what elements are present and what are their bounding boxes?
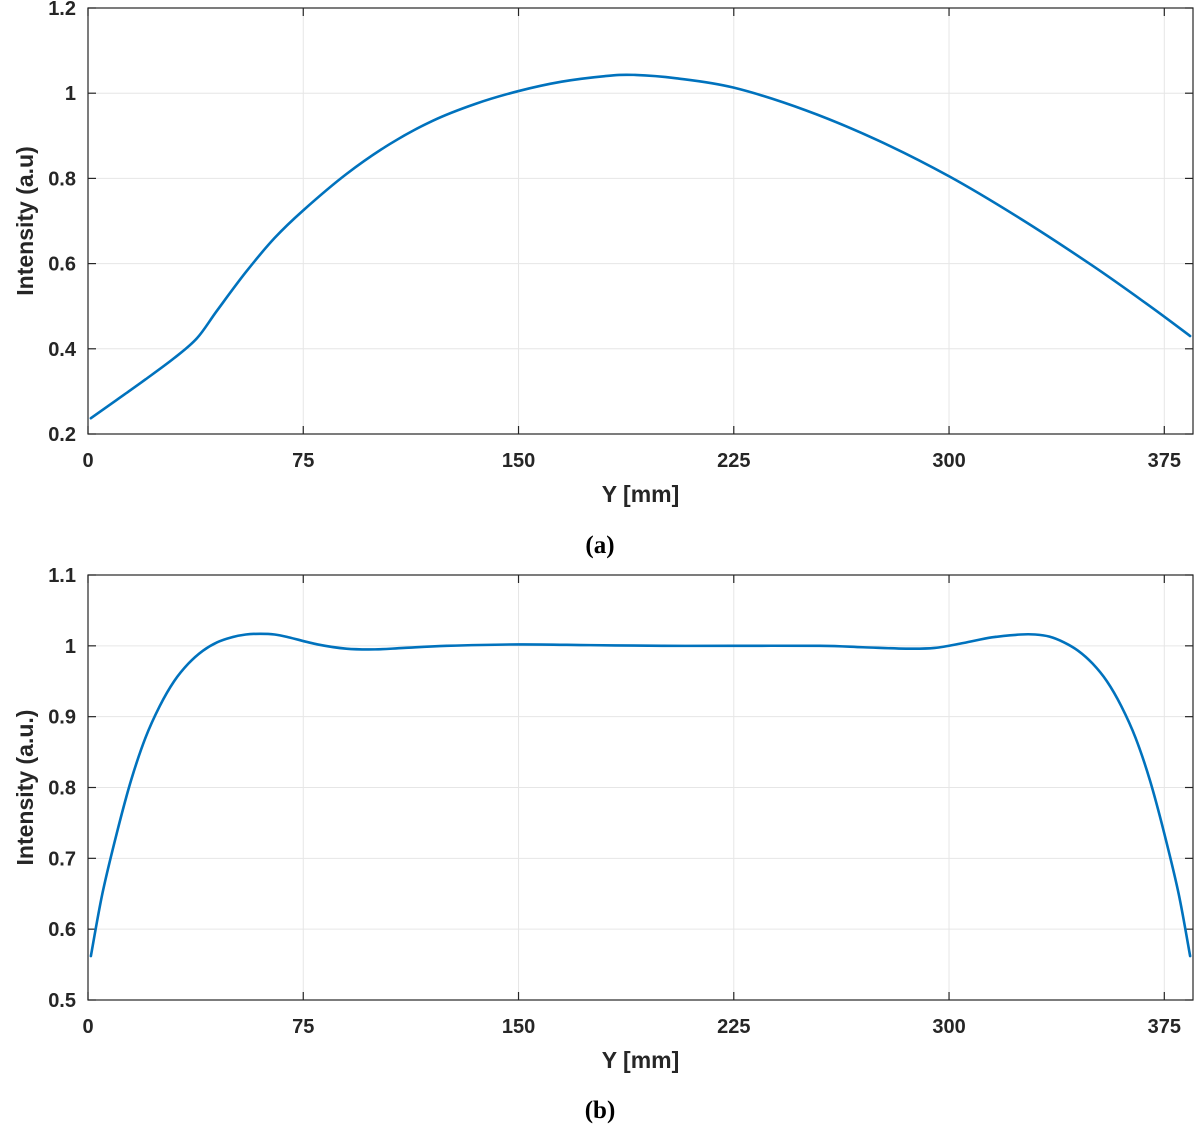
x-tick-label: 300 bbox=[932, 1016, 965, 1038]
y-tick-label: 0.2 bbox=[48, 424, 76, 446]
x-tick-label: 375 bbox=[1148, 1016, 1181, 1038]
x-tick-label: 375 bbox=[1148, 450, 1181, 472]
y-tick-label: 1 bbox=[65, 636, 76, 658]
y-tick-label: 0.6 bbox=[48, 254, 76, 276]
y-axis-label: Intensity (a.u) bbox=[12, 146, 38, 296]
series-line bbox=[89, 73, 1192, 420]
panel-label: (a) bbox=[585, 532, 614, 559]
y-tick-label: 0.8 bbox=[48, 168, 76, 190]
x-tick-label: 150 bbox=[502, 1016, 535, 1038]
series-line bbox=[89, 632, 1192, 958]
x-tick-label: 75 bbox=[292, 1016, 314, 1038]
chart-b: 0 75 150 225 300 375 0.5 0.6 0.7 0.8 0.9 1 1.1 Y [mm]… bbox=[12, 565, 1194, 1124]
x-tick-label: 0 bbox=[82, 450, 93, 472]
y-tick-label: 0.6 bbox=[48, 919, 76, 941]
x-axis-label: Y [mm] bbox=[602, 481, 680, 507]
y-tick-label: 0.8 bbox=[48, 778, 76, 800]
x-tick-label: 300 bbox=[932, 450, 965, 472]
y-tick-label: 1 bbox=[65, 83, 76, 105]
y-tick-label: 0.5 bbox=[48, 990, 76, 1012]
plot-frame bbox=[87, 7, 1194, 435]
y-tick-label: 0.9 bbox=[48, 707, 76, 729]
chart-a: 0 75 150 225 300 375 0.2 0.4 0.6 0.8 1 1.2 Y [mm] Int… bbox=[12, 0, 1194, 559]
y-tick-label: 1.2 bbox=[48, 0, 76, 20]
y-tick-label: 1.1 bbox=[48, 565, 76, 587]
x-tick-label: 0 bbox=[82, 1016, 93, 1038]
y-tick-label: 0.4 bbox=[48, 339, 77, 361]
x-tick-label: 150 bbox=[502, 450, 535, 472]
x-tick-label: 225 bbox=[717, 450, 750, 472]
panel-label: (b) bbox=[585, 1097, 616, 1124]
y-axis-label: Intensity (a.u.) bbox=[12, 710, 38, 866]
x-axis-label: Y [mm] bbox=[602, 1047, 680, 1073]
x-tick-label: 225 bbox=[717, 1016, 750, 1038]
x-tick-label: 75 bbox=[292, 450, 314, 472]
y-tick-label: 0.7 bbox=[48, 848, 76, 870]
